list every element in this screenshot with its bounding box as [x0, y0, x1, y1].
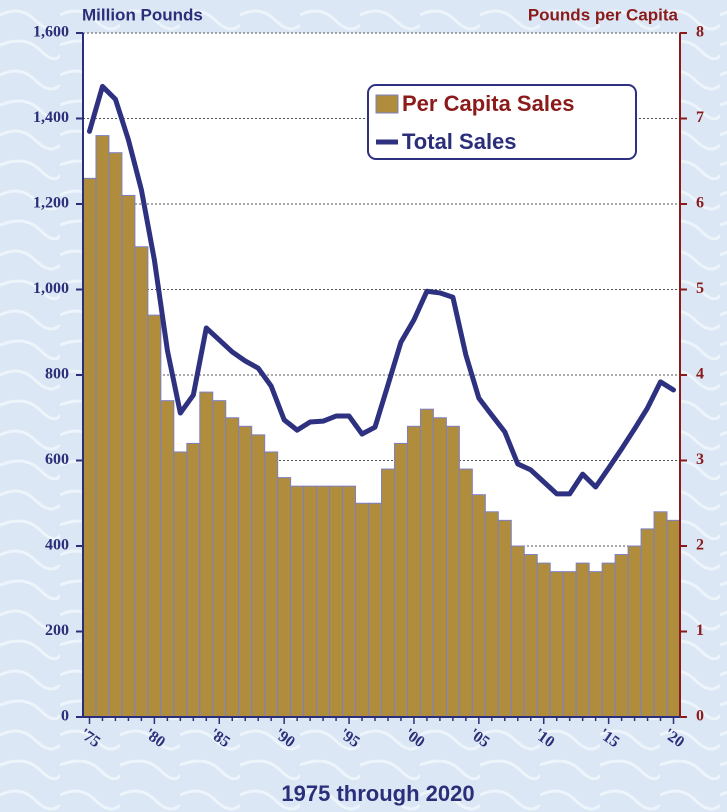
- chart-title: 1975 through 2020: [281, 781, 474, 806]
- bar: [510, 545, 525, 718]
- y-tick-label: 200: [45, 622, 69, 639]
- bar: [95, 135, 110, 718]
- y-tick-label: 800: [45, 366, 69, 383]
- bar: [303, 485, 318, 718]
- bar: [614, 554, 629, 718]
- bar: [355, 502, 370, 718]
- y-tick-label: 400: [45, 537, 69, 554]
- bar: [160, 400, 175, 718]
- bar: [406, 425, 421, 718]
- y2-tick-label: 4: [696, 366, 704, 383]
- bar: [393, 442, 408, 718]
- y2-tick-label: 7: [696, 109, 704, 126]
- bar: [329, 485, 344, 718]
- bar: [173, 451, 188, 718]
- bar: [381, 468, 395, 718]
- legend-swatch: [375, 94, 399, 114]
- bar: [640, 528, 655, 718]
- bar: [458, 468, 473, 718]
- bar: [264, 451, 279, 718]
- legend-label: Total Sales: [402, 129, 517, 154]
- y2-tick-label: 1: [696, 622, 704, 639]
- bar: [471, 494, 486, 718]
- y2-axis-label: Pounds per Capita: [528, 5, 679, 24]
- bar: [536, 562, 551, 718]
- y2-tick-label: 8: [696, 24, 704, 41]
- bar: [82, 177, 97, 718]
- y2-tick-label: 0: [696, 708, 704, 725]
- y-tick-label: 600: [45, 451, 69, 468]
- y-tick-label: 1,400: [33, 109, 69, 126]
- bar: [484, 511, 499, 718]
- y2-tick-label: 3: [696, 451, 704, 468]
- bar: [277, 477, 292, 718]
- y2-tick-label: 5: [696, 280, 704, 297]
- bar: [147, 314, 162, 718]
- y-tick-label: 1,600: [33, 24, 69, 41]
- bar: [627, 545, 642, 718]
- bar: [653, 511, 668, 718]
- bar: [186, 442, 201, 718]
- bar: [368, 502, 382, 718]
- legend-label: Per Capita Sales: [402, 91, 574, 116]
- y-axis-label: Million Pounds: [82, 5, 203, 24]
- line: [86, 83, 677, 497]
- bar: [225, 417, 240, 718]
- bar: [666, 519, 681, 718]
- bar: [238, 425, 253, 718]
- y-tick-label: 1,000: [33, 280, 69, 297]
- bar: [549, 571, 564, 718]
- bar: [316, 485, 331, 718]
- bar: [497, 519, 512, 718]
- bar: [445, 425, 460, 718]
- bar: [588, 571, 603, 718]
- bar: [199, 391, 214, 718]
- bar: [342, 485, 357, 718]
- bar: [575, 562, 590, 718]
- bar: [432, 417, 447, 718]
- y2-tick-label: 2: [696, 537, 704, 554]
- bar: [121, 194, 136, 718]
- y-tick-label: 1,200: [33, 195, 69, 212]
- bar: [601, 562, 616, 718]
- bar: [523, 554, 538, 718]
- bar: [251, 434, 266, 718]
- bar: [212, 400, 227, 718]
- bar: [419, 408, 434, 718]
- y-tick-label: 0: [61, 708, 69, 725]
- legend-box: [367, 84, 637, 160]
- y2-tick-label: 6: [696, 195, 704, 212]
- bar: [108, 152, 123, 718]
- bar: [290, 485, 305, 718]
- bar: [562, 571, 577, 718]
- bar: [134, 246, 149, 718]
